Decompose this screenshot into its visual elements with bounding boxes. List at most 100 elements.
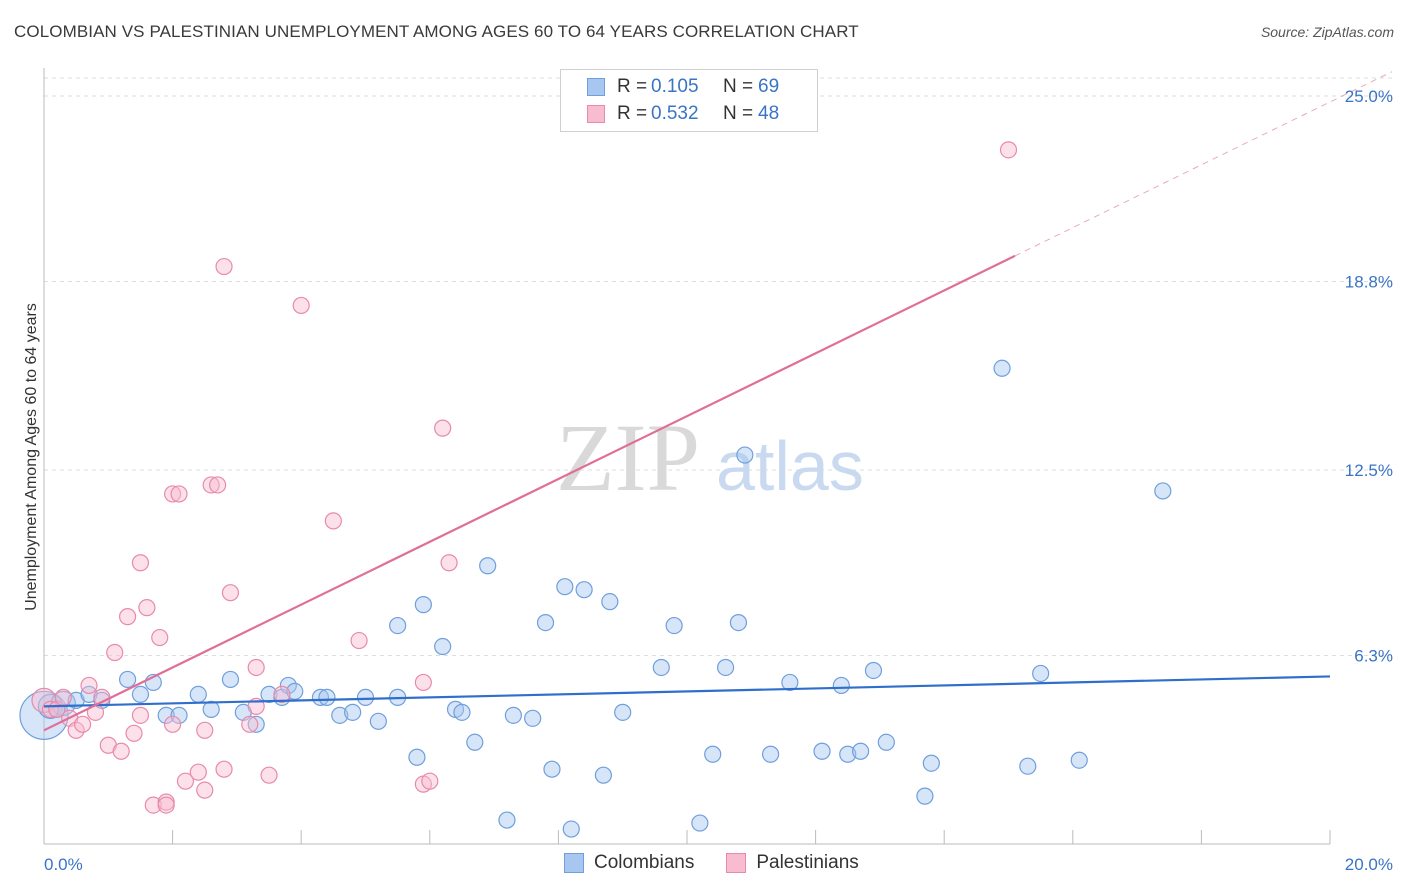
point-palestinians [215,760,233,778]
point-colombians [189,685,207,704]
point-palestinians [144,796,162,814]
point-colombians [369,712,387,730]
point-colombians [562,820,580,838]
point-colombians [286,682,304,701]
legend-item-colombians[interactable]: Colombians [564,852,694,874]
y-tick-label: 12.5% [1345,461,1393,480]
series-colombians [19,359,1172,838]
point-colombians [916,787,934,805]
legend-n-value: 69 [758,76,780,97]
point-palestinians [67,721,85,739]
point-colombians [479,557,497,575]
point-colombians [832,676,850,695]
legend-label-colombians: Colombians [594,852,695,873]
point-colombians [498,811,516,829]
point-colombians [1070,751,1088,769]
point-palestinians [999,141,1018,159]
point-colombians [993,359,1011,377]
point-palestinians [292,296,310,315]
point-palestinians [125,724,143,742]
legend-r-label: R = [617,103,648,124]
point-palestinians [73,715,92,733]
point-palestinians [151,628,169,647]
point-colombians [344,703,362,721]
point-palestinians [164,485,182,503]
point-palestinians [202,476,220,494]
point-palestinians [260,766,278,784]
point-colombians [716,658,735,677]
point-colombians [414,596,432,614]
point-colombians [575,581,593,599]
point-colombians [131,685,150,704]
point-colombians [1154,482,1172,500]
point-colombians [202,700,220,718]
y-tick-label: 25.0% [1345,87,1393,106]
point-palestinians [434,419,452,437]
legend-n-value: 48 [758,103,780,124]
point-colombians [601,593,619,611]
point-palestinians [209,476,227,494]
legend-row-palestinians: R = 0.532 N = 48 [587,102,779,126]
point-colombians [221,670,240,689]
x-ticks [172,830,1331,844]
point-palestinians [131,706,150,724]
axis-labels: 6.3% 12.5% 18.8% 25.0% 0.0% 20.0% [44,87,1393,874]
point-palestinians [176,772,195,790]
point-palestinians [414,673,432,692]
point-palestinians [196,721,214,739]
legend-r-value: 0.532 [651,103,699,124]
legend-row-colombians: R = 0.105 N = 69 [587,75,779,99]
point-colombians [665,616,683,635]
point-colombians [761,745,780,763]
point-colombians [504,706,522,724]
point-palestinians [164,715,182,733]
gridlines [44,77,1392,657]
point-palestinians [273,685,291,704]
point-colombians [864,661,883,680]
y-tick-label: 6.3% [1354,647,1393,666]
point-palestinians [80,676,98,695]
series-layer [19,141,1172,838]
point-colombians [877,733,895,751]
point-colombians [524,709,542,727]
point-colombians [729,613,748,632]
point-colombians [704,745,722,763]
trend-line-palestinians [43,254,1016,732]
point-palestinians [189,763,207,781]
trend-line-colombians [43,675,1331,708]
point-palestinians [421,772,439,790]
legend-label-palestinians: Palestinians [756,852,859,873]
watermark: ZIP atlas [556,404,864,511]
watermark-atlas: atlas [716,427,864,505]
stats-legend: R = 0.105 N = 69 R = 0.532 N = 48 [560,69,818,132]
legend-item-palestinians[interactable]: Palestinians [726,852,859,874]
point-colombians [118,670,137,689]
point-palestinians [138,599,156,617]
point-palestinians [247,658,265,677]
point-colombians [247,715,265,733]
legend-swatch-palestinians [726,853,747,873]
point-colombians [389,616,407,635]
point-colombians [536,613,555,632]
legend-n-label: N = [723,76,754,97]
point-colombians [781,673,799,692]
point-colombians [318,688,336,706]
source-credit: Source: ZipAtlas.com [1260,24,1394,40]
point-colombians [922,754,940,772]
point-palestinians [54,688,72,706]
point-colombians [453,703,471,721]
legend-swatch-palestinians [587,105,605,123]
point-palestinians [324,512,342,530]
legend-n-label: N = [723,103,754,124]
point-palestinians [350,631,368,650]
point-colombians [157,706,175,724]
chart-title: COLOMBIAN VS PALESTINIAN UNEMPLOYMENT AM… [14,22,859,41]
point-colombians [279,676,297,695]
trend-layer [43,71,1393,732]
point-colombians [556,578,574,596]
y-tick-label: 18.8% [1345,273,1393,292]
point-colombians [594,766,613,784]
point-colombians [614,703,632,721]
point-colombians [691,814,709,832]
trend-extension-palestinians [1014,71,1393,257]
